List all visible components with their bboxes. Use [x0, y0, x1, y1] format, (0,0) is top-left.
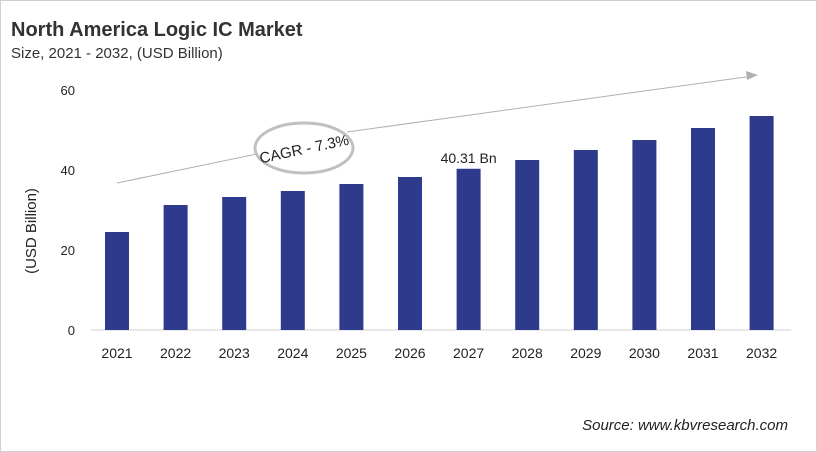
data-label-2027: 40.31 Bn — [441, 150, 497, 166]
y-tick-label: 20 — [61, 243, 75, 258]
x-tick-label: 2031 — [687, 345, 718, 361]
bar-2023 — [222, 197, 247, 330]
x-tick-label: 2026 — [394, 345, 425, 361]
x-tick-label: 2022 — [160, 345, 191, 361]
bar-2029 — [573, 150, 598, 330]
chart-subtitle: Size, 2021 - 2032, (USD Billion) — [11, 45, 223, 62]
data-labels: 40.31 Bn — [441, 150, 497, 166]
x-tick-labels: 2021 2022 2023 2024 2025 2026 2027 2028 2029 2030… — [101, 345, 777, 361]
x-tick-label: 2029 — [570, 345, 601, 361]
x-tick-label: 2027 — [453, 345, 484, 361]
bar-2027 — [456, 168, 481, 330]
x-tick-label: 2030 — [629, 345, 660, 361]
bar-2032 — [749, 116, 774, 330]
x-tick-label: 2021 — [101, 345, 132, 361]
x-tick-label: 2024 — [277, 345, 308, 361]
bar-2021 — [105, 232, 129, 330]
cagr-ellipse — [253, 121, 355, 175]
bar-2024 — [280, 191, 305, 330]
bar-2030 — [632, 140, 657, 330]
bar-2022 — [163, 205, 188, 330]
x-tick-label: 2028 — [512, 345, 543, 361]
bar-2031 — [691, 128, 715, 330]
source-text: Source: www.kbvresearch.com — [582, 417, 788, 434]
bar-2026 — [398, 177, 422, 330]
x-tick-label: 2025 — [336, 345, 367, 361]
y-tick-label: 40 — [61, 163, 75, 178]
y-axis-label: (USD Billion) — [23, 188, 40, 274]
bars — [105, 116, 774, 330]
y-tick-label: 0 — [68, 323, 75, 338]
x-tick-label: 2032 — [746, 345, 777, 361]
x-tick-label: 2023 — [219, 345, 250, 361]
bar-2025 — [339, 184, 364, 330]
cagr-trend-arrow — [116, 71, 758, 184]
y-tick-label: 60 — [61, 83, 75, 98]
y-axis: 0 20 40 60 — [61, 83, 75, 338]
bar-2028 — [515, 160, 540, 330]
chart-title: North America Logic IC Market — [11, 19, 303, 41]
